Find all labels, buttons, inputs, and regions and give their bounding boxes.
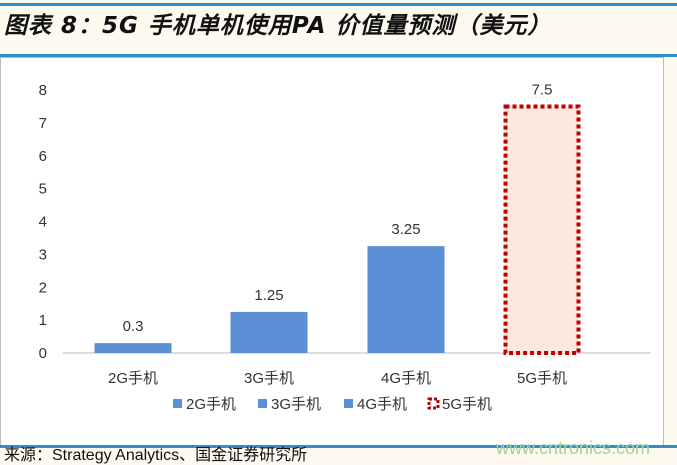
bar-chart: 0 1 2 3 4 5 6 7 8 0.3 2G手机 1.25 3G手机 3.25 4G手机 7.5 5G手机 2…	[39, 81, 651, 413]
bar	[94, 343, 172, 353]
y-tick-label: 7	[39, 115, 47, 132]
y-tick-label: 5	[39, 181, 47, 198]
legend-swatch	[173, 399, 182, 408]
y-tick-label: 1	[39, 312, 47, 329]
bar	[230, 311, 308, 353]
bar	[367, 246, 445, 353]
legend-label: 4G手机	[357, 396, 407, 413]
legend-swatch	[258, 399, 267, 408]
data-label: 0.3	[123, 318, 144, 335]
y-tick-label: 0	[39, 345, 47, 362]
legend-label: 2G手机	[186, 396, 236, 413]
bar	[503, 104, 581, 355]
y-tick-label: 3	[39, 246, 47, 263]
title-rule	[0, 54, 677, 57]
data-label: 1.25	[254, 287, 283, 304]
source-note: 来源：Strategy Analytics、国金证券研究所	[4, 447, 308, 464]
legend-label: 5G手机	[442, 396, 492, 413]
y-tick-label: 6	[39, 148, 47, 165]
x-tick-label: 4G手机	[381, 370, 431, 387]
data-label: 7.5	[532, 81, 553, 98]
chart-area: 0 1 2 3 4 5 6 7 8 0.3 2G手机 1.25 3G手机 3.25 4G手机 7.5 5G手机 2…	[0, 57, 664, 446]
y-tick-label: 8	[39, 82, 47, 99]
top-rule	[0, 3, 677, 6]
chart-title: 图表 8：5G 手机单机使用PA 价值量预测（美元）	[4, 13, 552, 39]
data-label: 3.25	[391, 221, 420, 238]
watermark: www.cntronics.com	[496, 438, 651, 458]
y-tick-label: 2	[39, 279, 47, 296]
x-tick-label: 2G手机	[108, 370, 158, 387]
bottom-rule	[0, 445, 677, 448]
legend-label: 3G手机	[271, 396, 321, 413]
legend-swatch	[427, 397, 440, 410]
legend-swatch	[344, 399, 353, 408]
x-tick-label: 3G手机	[244, 370, 294, 387]
y-tick-label: 4	[39, 214, 47, 231]
x-tick-label: 5G手机	[517, 370, 567, 387]
